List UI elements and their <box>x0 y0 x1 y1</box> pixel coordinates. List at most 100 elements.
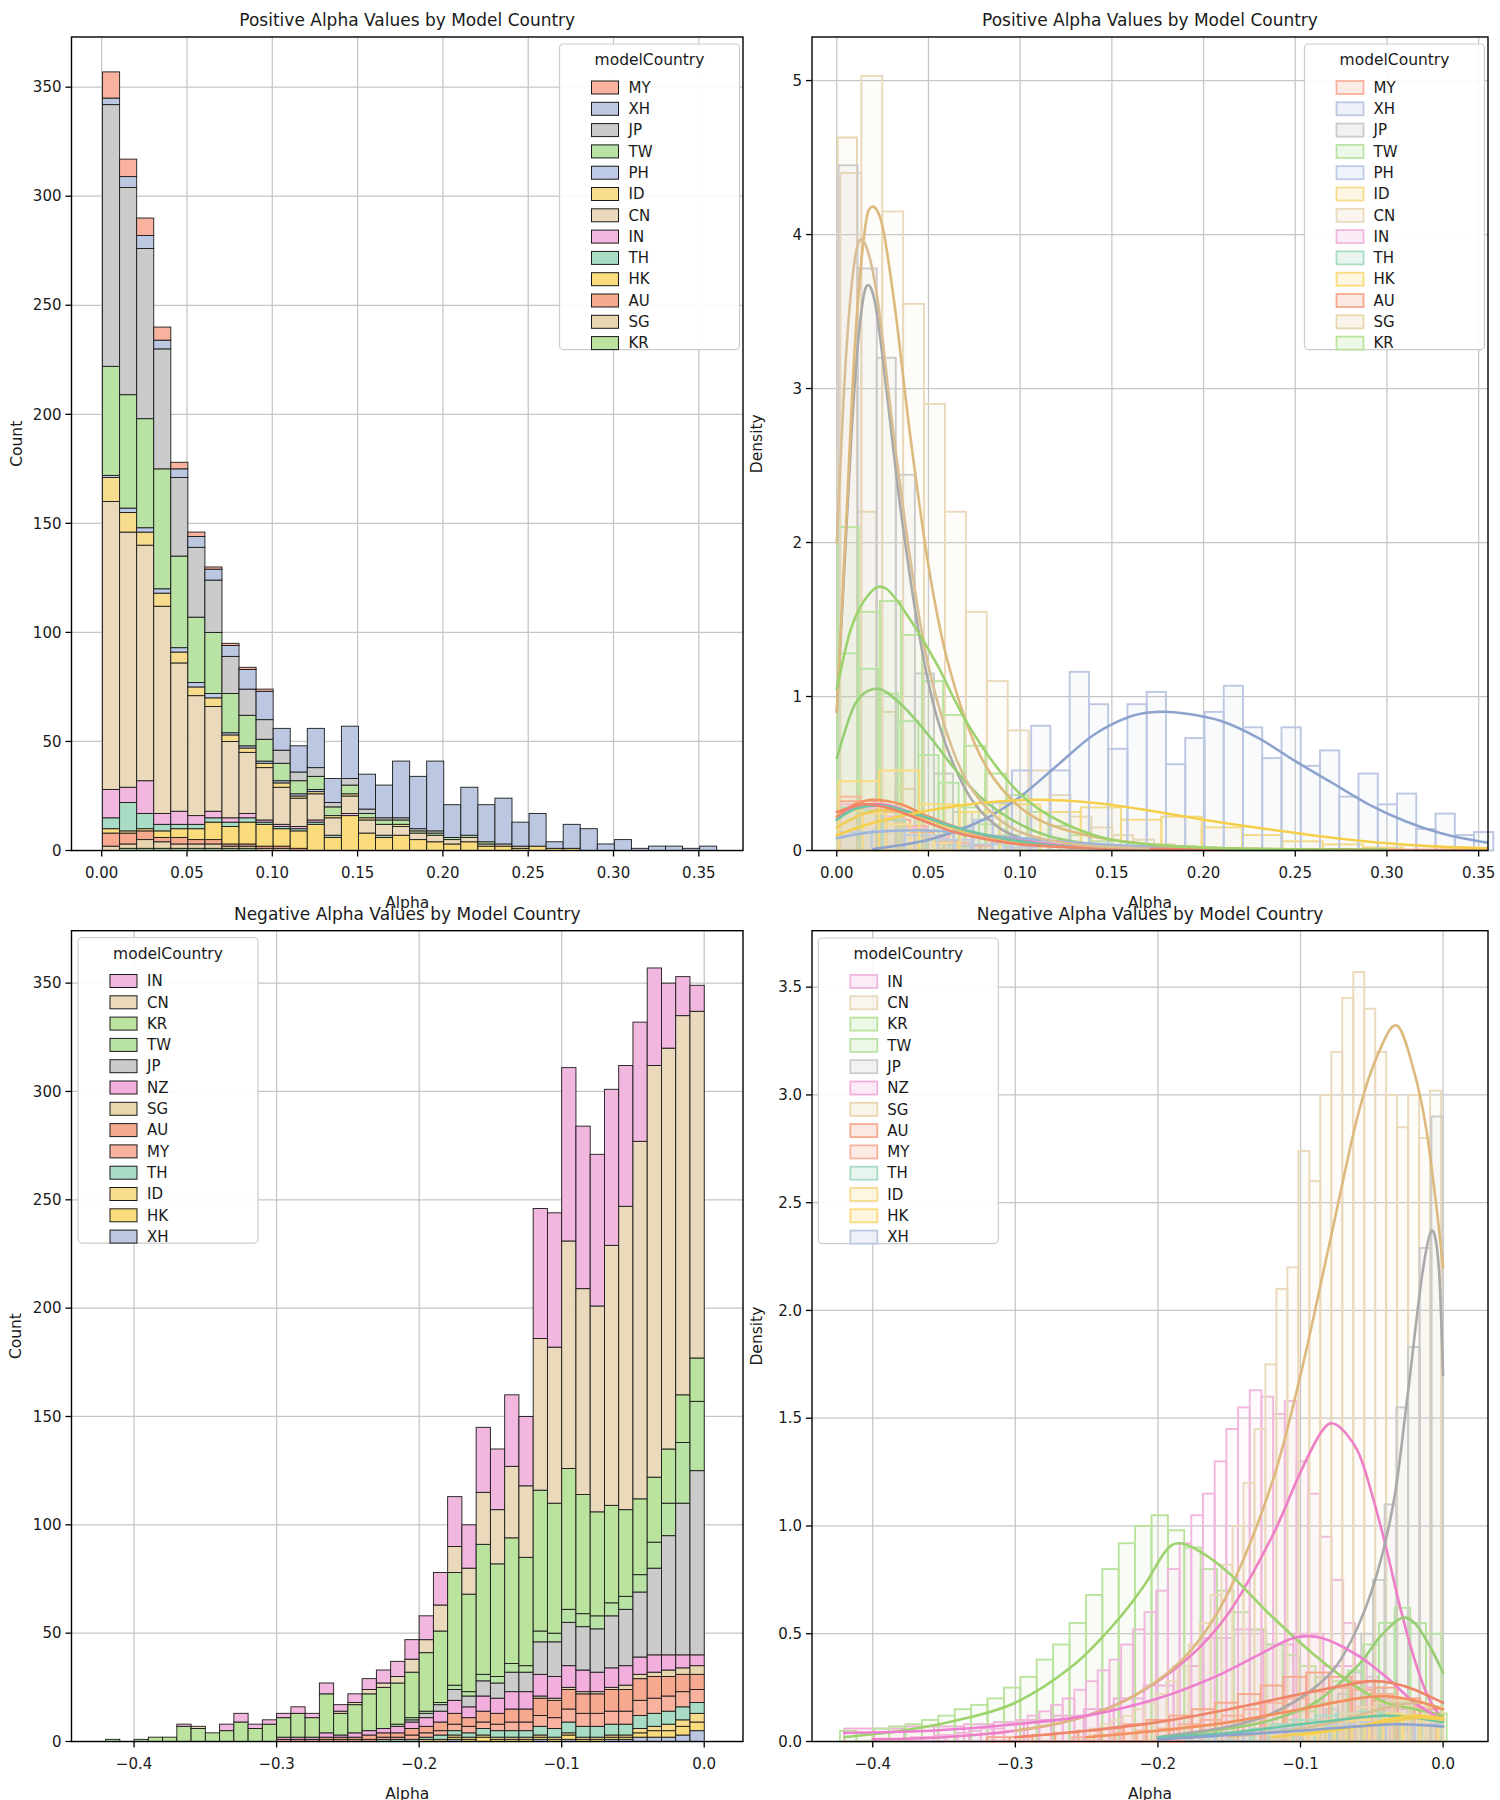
bar-segment-KR <box>547 1503 561 1633</box>
bar-segment-MY <box>154 327 171 340</box>
bar-segment-AU <box>391 1733 405 1737</box>
bar-segment-ID <box>120 512 137 532</box>
y-tick-label: 100 <box>33 624 62 642</box>
x-axis-label: Alpha <box>385 1785 429 1800</box>
bar-segment-IN <box>154 813 171 824</box>
bar-segment-IN <box>234 1713 248 1722</box>
bar-segment-KR <box>291 1713 305 1737</box>
legend-swatch-MY <box>1337 81 1364 94</box>
bar-segment-TH <box>462 1733 476 1737</box>
bar-segment-NZ <box>319 1733 333 1737</box>
bar-segment-TH <box>590 1726 604 1737</box>
legend-item-label: AU <box>1374 292 1395 310</box>
bar-segment-CN <box>647 1065 661 1477</box>
bar-segment-TW <box>676 1442 690 1503</box>
bar-segment-CN <box>462 1568 476 1594</box>
bar-segment-CN <box>633 1141 647 1499</box>
bar-segment-SG <box>188 844 205 848</box>
y-tick-label: 200 <box>33 1299 62 1317</box>
bar-segment-IN <box>661 983 675 1048</box>
legend-swatch-HK <box>110 1209 137 1222</box>
bar-segment-KR <box>277 1718 291 1738</box>
bar-segment-MY <box>256 689 273 691</box>
bar-segment-TH <box>633 1715 647 1728</box>
bar-segment-TW <box>590 1616 604 1629</box>
legend-item-label: HK <box>147 1207 169 1225</box>
bar-segment-SG <box>120 844 137 848</box>
bar-segment-IN <box>676 977 690 1016</box>
bar-segment-JP <box>205 580 222 632</box>
bar-segment-CN <box>690 1011 704 1358</box>
bar-segment-XH <box>597 844 614 851</box>
bar-segment-AU <box>362 1735 376 1739</box>
x-tick-label: 0.20 <box>426 864 459 882</box>
bar-segment-HK <box>444 844 461 851</box>
bar-segment-HK <box>661 1731 675 1738</box>
bar-segment-CN <box>341 796 358 813</box>
legend-item-label: TH <box>886 1164 907 1182</box>
legend-swatch-NZ <box>110 1081 137 1094</box>
bar-segment-NZ <box>562 1666 576 1688</box>
bar-segment-SG <box>676 1668 690 1675</box>
bar-segment-SG <box>633 1674 647 1678</box>
bar-segment-HK <box>633 1733 647 1737</box>
bar-segment-TW <box>154 469 171 589</box>
bar-segment-JP <box>676 1503 690 1655</box>
bar-segment-JP <box>273 750 290 763</box>
bar-segment-AU <box>533 1698 547 1715</box>
bar-segment-IN <box>205 811 222 818</box>
y-tick-label: 3.5 <box>778 978 802 996</box>
bar-segment-IN <box>576 1126 590 1289</box>
bar-segment-JP <box>476 1681 490 1696</box>
bar-segment-NZ <box>362 1731 376 1735</box>
x-tick-label: 0.25 <box>1279 864 1312 882</box>
bar-segment-MY <box>476 1722 490 1729</box>
bar-segment-NZ <box>519 1692 533 1709</box>
bar-segment-MY <box>419 1733 433 1737</box>
bar-segment-MY <box>171 462 188 469</box>
legend-item-label: XH <box>887 1228 909 1246</box>
legend-item-label: TW <box>146 1036 171 1054</box>
bar-segment-XH <box>444 805 461 838</box>
legend-swatch-IN <box>110 975 137 988</box>
bar-segment-PH <box>171 648 188 652</box>
bar-segment-MY <box>647 1698 661 1713</box>
bar-segment-CN <box>222 741 239 817</box>
bar-segment-TW <box>376 820 393 824</box>
bar-segment-TH <box>171 824 188 828</box>
y-tick-label: 3 <box>792 380 802 398</box>
legend-item-label: AU <box>147 1121 168 1139</box>
legend-item-label: MY <box>887 1143 910 1161</box>
bar-segment-HK <box>376 837 393 850</box>
legend-title: modelCountry <box>853 945 963 963</box>
legend-item-label: IN <box>147 972 163 990</box>
bar-segment-CN <box>533 1338 547 1490</box>
bar-segment-AU <box>490 1713 504 1724</box>
bar-segment-TH <box>222 822 239 826</box>
bar-segment-KR <box>305 1718 319 1738</box>
bar-segment-KR <box>348 1705 362 1733</box>
bar-segment-CN <box>410 833 427 840</box>
legend-swatch-XH <box>110 1230 137 1243</box>
bar-segment-XH <box>563 824 580 848</box>
bar-segment-NZ <box>661 1655 675 1670</box>
legend-swatch-ID <box>850 1188 877 1201</box>
bar-segment-XH <box>614 840 631 851</box>
legend-swatch-MY <box>850 1145 877 1158</box>
bar-segment-JP <box>604 1616 618 1668</box>
bar-segment-AU <box>562 1689 576 1709</box>
legend-swatch-AU <box>1337 294 1364 307</box>
bar-segment-IN <box>690 985 704 1011</box>
bar-segment-NZ <box>462 1707 476 1718</box>
legend-swatch-JP <box>850 1060 877 1073</box>
x-tick-label: 0.0 <box>692 1755 716 1773</box>
legend-swatch-MY <box>110 1145 137 1158</box>
bar-segment-ID <box>103 478 120 502</box>
bar-segment-CN <box>562 1241 576 1469</box>
bar-segment-HK <box>358 833 375 850</box>
bar-segment-AU <box>433 1722 447 1731</box>
bar-segment-AU <box>405 1728 419 1735</box>
bar-segment-TH <box>433 1735 447 1739</box>
bar-segment-TH <box>661 1711 675 1724</box>
bar-segment-XH <box>461 787 478 835</box>
